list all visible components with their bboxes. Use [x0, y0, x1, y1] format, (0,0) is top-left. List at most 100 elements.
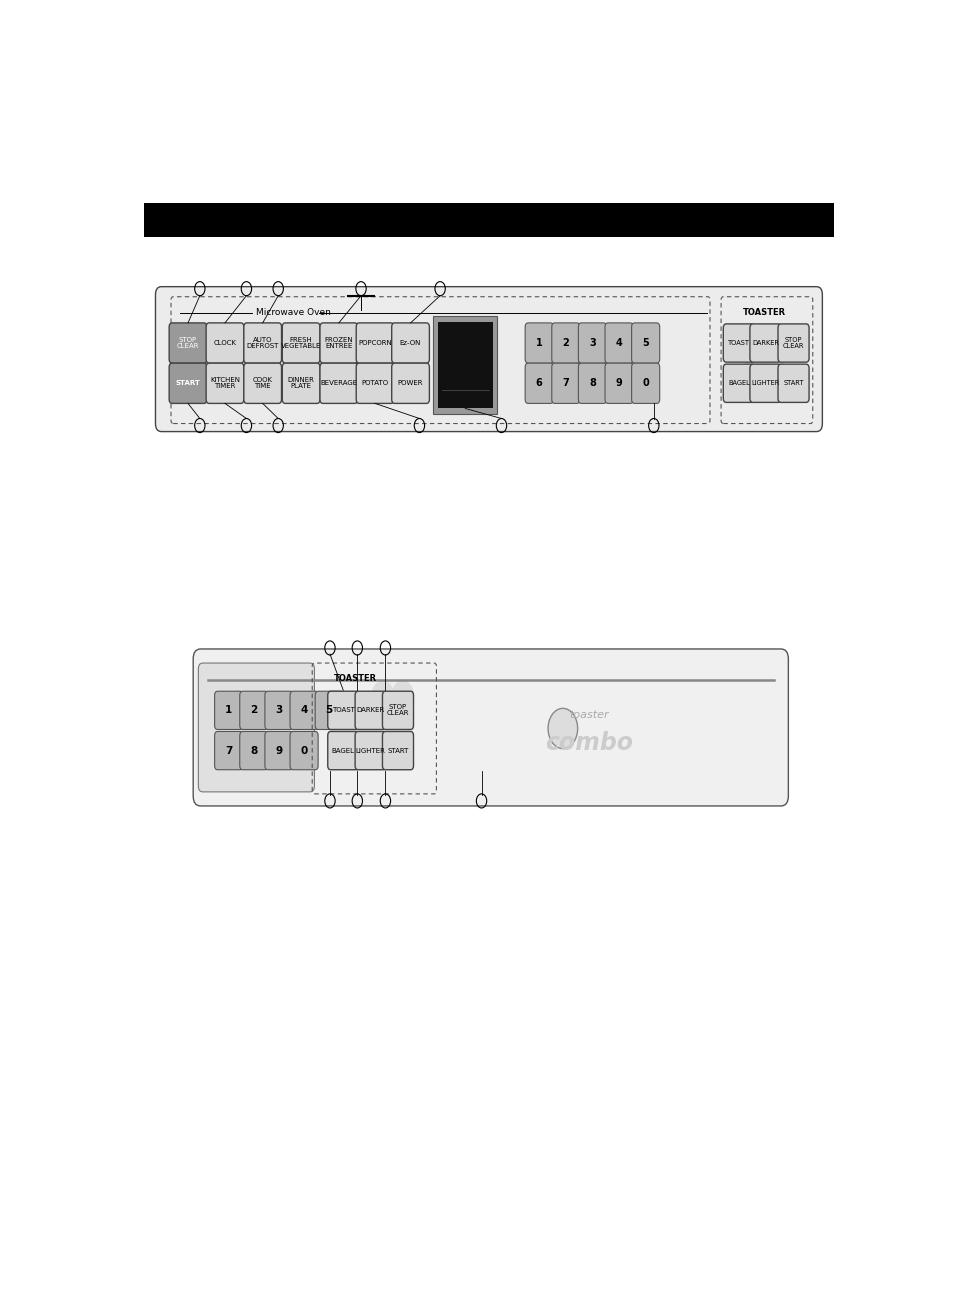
Text: 9: 9	[275, 745, 282, 755]
Text: 2: 2	[562, 339, 569, 348]
FancyBboxPatch shape	[265, 732, 293, 770]
FancyBboxPatch shape	[578, 323, 606, 363]
FancyBboxPatch shape	[282, 323, 319, 363]
Text: START: START	[782, 380, 803, 387]
Text: Microwave Oven: Microwave Oven	[255, 308, 331, 318]
Text: 4: 4	[615, 339, 621, 348]
FancyBboxPatch shape	[244, 363, 281, 404]
Text: TOAST: TOAST	[727, 340, 749, 346]
Text: LIGHTER: LIGHTER	[750, 380, 779, 387]
FancyBboxPatch shape	[282, 363, 319, 404]
Text: CLOCK: CLOCK	[213, 340, 236, 346]
Polygon shape	[372, 697, 414, 725]
Text: 5: 5	[641, 339, 648, 348]
FancyBboxPatch shape	[722, 324, 754, 362]
Text: 0: 0	[300, 745, 308, 755]
FancyBboxPatch shape	[604, 323, 633, 363]
Text: 3: 3	[275, 706, 282, 715]
Text: 7: 7	[225, 745, 233, 755]
FancyBboxPatch shape	[578, 363, 606, 404]
Text: TOAST: TOAST	[332, 707, 355, 714]
Text: 5: 5	[325, 706, 333, 715]
FancyBboxPatch shape	[328, 691, 358, 729]
FancyBboxPatch shape	[155, 286, 821, 431]
Text: POWER: POWER	[397, 380, 423, 387]
Polygon shape	[743, 362, 782, 389]
FancyBboxPatch shape	[604, 363, 633, 404]
Text: STOP
CLEAR: STOP CLEAR	[176, 337, 199, 349]
FancyBboxPatch shape	[392, 323, 429, 363]
FancyBboxPatch shape	[382, 732, 413, 770]
FancyBboxPatch shape	[382, 691, 413, 729]
Text: 9: 9	[615, 378, 621, 388]
Text: Ez-ON: Ez-ON	[399, 340, 421, 346]
Text: 7: 7	[562, 378, 569, 388]
Text: 6: 6	[536, 378, 542, 388]
FancyBboxPatch shape	[206, 323, 244, 363]
FancyBboxPatch shape	[551, 323, 579, 363]
Text: BEVERAGE: BEVERAGE	[320, 380, 357, 387]
FancyBboxPatch shape	[214, 732, 242, 770]
FancyBboxPatch shape	[722, 365, 754, 403]
FancyBboxPatch shape	[392, 363, 429, 404]
Text: 1: 1	[536, 339, 542, 348]
FancyBboxPatch shape	[631, 323, 659, 363]
Text: 0: 0	[641, 378, 648, 388]
FancyBboxPatch shape	[239, 691, 268, 729]
FancyBboxPatch shape	[193, 650, 787, 806]
Text: FRESH
VEGETABLE: FRESH VEGETABLE	[280, 337, 321, 349]
FancyBboxPatch shape	[214, 691, 242, 729]
FancyBboxPatch shape	[319, 323, 357, 363]
Text: 3: 3	[588, 339, 596, 348]
Circle shape	[391, 681, 414, 712]
Text: COOK
TIME: COOK TIME	[253, 378, 273, 389]
Circle shape	[743, 348, 764, 378]
FancyBboxPatch shape	[355, 732, 386, 770]
Text: STOP
CLEAR: STOP CLEAR	[386, 704, 409, 716]
FancyBboxPatch shape	[524, 363, 553, 404]
Text: DINNER
PLATE: DINNER PLATE	[288, 378, 314, 389]
Text: combo: combo	[544, 731, 632, 754]
FancyBboxPatch shape	[314, 691, 343, 729]
Text: LIGHTER: LIGHTER	[355, 748, 385, 754]
Text: 4: 4	[300, 706, 308, 715]
FancyBboxPatch shape	[328, 732, 358, 770]
FancyBboxPatch shape	[631, 363, 659, 404]
FancyBboxPatch shape	[437, 322, 492, 408]
FancyBboxPatch shape	[144, 203, 833, 238]
Text: TOASTER: TOASTER	[334, 673, 377, 682]
FancyBboxPatch shape	[198, 663, 314, 792]
FancyBboxPatch shape	[749, 365, 781, 403]
FancyBboxPatch shape	[290, 691, 317, 729]
Text: 2: 2	[250, 706, 257, 715]
Text: POPCORN: POPCORN	[357, 340, 392, 346]
Text: 8: 8	[588, 378, 596, 388]
FancyBboxPatch shape	[433, 316, 497, 414]
FancyBboxPatch shape	[239, 732, 268, 770]
Text: BAGEL: BAGEL	[332, 748, 355, 754]
FancyBboxPatch shape	[778, 365, 808, 403]
FancyBboxPatch shape	[265, 691, 293, 729]
Circle shape	[761, 348, 783, 378]
FancyBboxPatch shape	[290, 732, 317, 770]
FancyBboxPatch shape	[355, 691, 386, 729]
Circle shape	[547, 708, 577, 749]
Text: START: START	[175, 380, 200, 387]
FancyBboxPatch shape	[551, 363, 579, 404]
FancyBboxPatch shape	[778, 324, 808, 362]
FancyBboxPatch shape	[206, 363, 244, 404]
Text: START: START	[387, 748, 408, 754]
Text: POTATO: POTATO	[361, 380, 388, 387]
FancyBboxPatch shape	[169, 363, 207, 404]
Text: DARKER: DARKER	[356, 707, 384, 714]
Text: toaster: toaster	[568, 711, 608, 720]
FancyBboxPatch shape	[169, 323, 207, 363]
Circle shape	[371, 681, 394, 712]
FancyBboxPatch shape	[355, 363, 394, 404]
FancyBboxPatch shape	[749, 324, 781, 362]
FancyBboxPatch shape	[355, 323, 394, 363]
Text: DARKER: DARKER	[751, 340, 779, 346]
Text: FROZEN
ENTREE: FROZEN ENTREE	[324, 337, 353, 349]
Text: KITCHEN
TIMER: KITCHEN TIMER	[210, 378, 240, 389]
Text: 1: 1	[225, 706, 232, 715]
